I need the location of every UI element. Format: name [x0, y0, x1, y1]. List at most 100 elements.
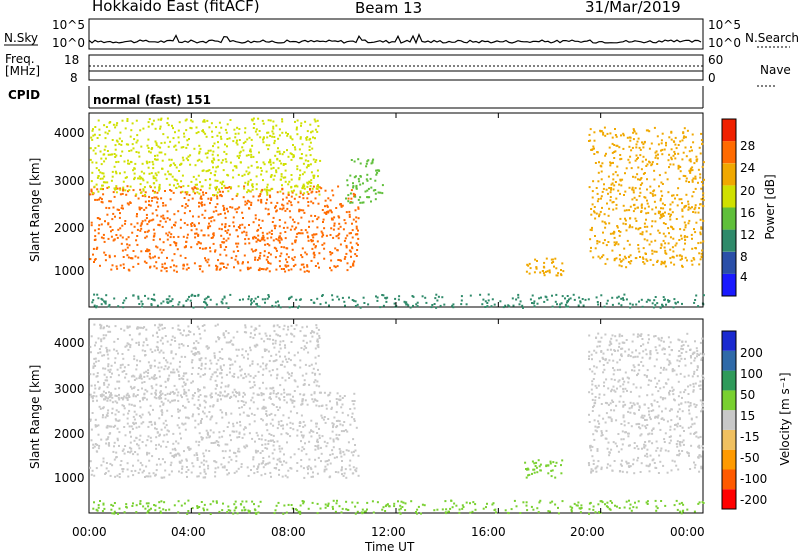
- scatter-cell-morning-upper-band: [296, 119, 299, 122]
- scatter-cell-morning-lower-band: [318, 437, 321, 439]
- scatter-cell-ground-scatter-strip: [412, 295, 415, 298]
- scatter-cell-morning-upper-band: [268, 338, 271, 341]
- scatter-cell-morning-upper-band: [226, 173, 229, 176]
- scatter-cell-afternoon-patch: [554, 257, 557, 260]
- scatter-cell-evening-band: [686, 332, 689, 335]
- scatter-cell-morning-lower-band: [332, 446, 335, 449]
- scatter-cell-evening-band: [638, 409, 640, 411]
- scatter-cell-morning-lower-band: [159, 463, 162, 466]
- scatter-cell-morning-lower-band: [93, 474, 96, 477]
- scatter-cell-morning-upper-band: [135, 341, 138, 344]
- scatter-cell-evening-band: [654, 377, 657, 380]
- scatter-cell-morning-lower-band: [329, 209, 332, 212]
- scatter-cell-evening-band: [593, 419, 596, 422]
- scatter-cell-morning-lower-band: [199, 268, 201, 271]
- scatter-cell-morning-upper-band: [256, 133, 259, 136]
- scatter-cell-morning-upper-band: [119, 366, 122, 369]
- scatter-cell-evening-band: [678, 350, 681, 352]
- scatter-cell-morning-upper-band: [155, 142, 158, 145]
- scatter-cell-afternoon-patch: [548, 269, 551, 272]
- scatter-cell-morning-lower-band: [166, 238, 169, 241]
- scatter-cell-morning-lower-band: [298, 210, 301, 213]
- scatter-cell-evening-band: [633, 442, 636, 444]
- scatter-cell-morning-lower-band: [193, 454, 196, 457]
- scatter-cell-noon-patch: [381, 184, 384, 187]
- scatter-cell-morning-lower-band: [179, 432, 182, 435]
- power-ytick: 1000: [54, 264, 85, 278]
- scatter-cell-evening-band: [639, 335, 642, 337]
- scatter-cell-morning-lower-band: [220, 228, 223, 231]
- scatter-cell-morning-upper-band: [179, 360, 181, 363]
- scatter-cell-evening-band: [667, 450, 670, 453]
- scatter-cell-morning-lower-band: [113, 238, 116, 241]
- scatter-cell-morning-lower-band: [102, 394, 105, 397]
- scatter-cell-morning-upper-band: [115, 191, 118, 194]
- scatter-cell-morning-lower-band: [179, 254, 182, 257]
- scatter-cell-morning-lower-band: [90, 188, 93, 191]
- scatter-cell-evening-band: [644, 441, 647, 443]
- scatter-cell-morning-upper-band: [268, 396, 271, 399]
- scatter-cell-evening-band: [632, 175, 634, 178]
- scatter-cell-morning-upper-band: [293, 354, 296, 357]
- scatter-cell-evening-band: [646, 202, 649, 205]
- scatter-cell-morning-lower-band: [125, 394, 128, 397]
- scatter-cell-morning-upper-band: [262, 122, 265, 125]
- scatter-cell-morning-lower-band: [132, 250, 135, 252]
- scatter-cell-morning-lower-band: [340, 455, 343, 458]
- scatter-cell-evening-band: [685, 177, 688, 180]
- scatter-cell-ground-scatter-strip: [178, 301, 181, 304]
- scatter-cell-morning-lower-band: [303, 270, 306, 273]
- scatter-cell-morning-upper-band: [123, 329, 126, 332]
- scatter-cell-morning-upper-band: [134, 162, 137, 165]
- scatter-cell-evening-band: [611, 469, 614, 472]
- scatter-cell-morning-upper-band: [138, 155, 141, 158]
- scatter-cell-afternoon-patch: [525, 270, 528, 273]
- velocity-cbar-tick: -50: [740, 451, 760, 465]
- scatter-cell-morning-lower-band: [202, 191, 204, 194]
- scatter-cell-ground-scatter-strip: [695, 294, 698, 297]
- scatter-cell-morning-upper-band: [110, 364, 113, 367]
- scatter-cell-morning-lower-band: [226, 186, 229, 189]
- scatter-cell-morning-lower-band: [130, 470, 133, 473]
- scatter-cell-morning-upper-band: [283, 388, 285, 391]
- scatter-cell-evening-band: [674, 136, 677, 139]
- scatter-cell-evening-band: [632, 333, 635, 336]
- scatter-cell-morning-lower-band: [120, 207, 123, 210]
- scatter-cell-morning-lower-band: [151, 197, 154, 199]
- scatter-cell-evening-band: [657, 143, 660, 146]
- scatter-cell-morning-upper-band: [127, 343, 130, 346]
- scatter-cell-morning-upper-band: [147, 138, 150, 141]
- scatter-cell-morning-lower-band: [279, 255, 282, 258]
- scatter-cell-morning-upper-band: [259, 136, 262, 139]
- scatter-cell-morning-lower-band: [234, 208, 237, 211]
- scatter-cell-evening-band: [602, 371, 605, 374]
- scatter-cell-morning-lower-band: [112, 206, 115, 209]
- scatter-cell-morning-upper-band: [98, 387, 101, 390]
- scatter-cell-evening-band: [640, 416, 643, 419]
- scatter-cell-morning-upper-band: [273, 142, 276, 145]
- scatter-cell-morning-lower-band: [244, 393, 246, 396]
- scatter-cell-morning-upper-band: [265, 367, 268, 370]
- scatter-cell-morning-lower-band: [161, 266, 164, 268]
- scatter-cell-morning-lower-band: [107, 436, 110, 439]
- scatter-cell-morning-lower-band: [104, 254, 107, 256]
- scatter-cell-morning-lower-band: [147, 411, 150, 414]
- scatter-cell-evening-band: [684, 136, 687, 139]
- scatter-cell-morning-lower-band: [185, 394, 188, 397]
- scatter-cell-morning-upper-band: [107, 369, 110, 372]
- scatter-cell-morning-upper-band: [178, 365, 181, 368]
- scatter-cell-ground-scatter-strip: [95, 305, 98, 308]
- scatter-cell-morning-upper-band: [309, 141, 312, 144]
- scatter-cell-evening-band: [687, 208, 690, 211]
- scatter-cell-morning-lower-band: [184, 191, 187, 194]
- scatter-cell-morning-upper-band: [287, 155, 290, 158]
- scatter-cell-morning-lower-band: [227, 229, 230, 232]
- scatter-cell-morning-lower-band: [135, 239, 138, 242]
- scatter-cell-morning-lower-band: [262, 460, 265, 463]
- scatter-cell-evening-band: [606, 258, 609, 261]
- scatter-cell-morning-lower-band: [355, 227, 358, 230]
- scatter-cell-morning-lower-band: [176, 394, 179, 397]
- scatter-cell-ground-scatter-strip: [674, 302, 677, 305]
- scatter-cell-morning-lower-band: [223, 266, 225, 268]
- scatter-cell-ground-scatter-strip: [122, 301, 125, 304]
